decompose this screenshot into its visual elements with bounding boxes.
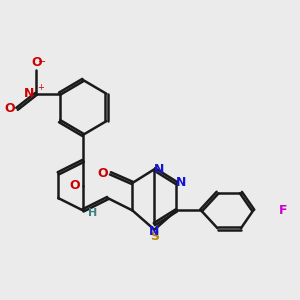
Text: N: N	[23, 87, 34, 100]
Text: N: N	[149, 225, 160, 239]
Text: S: S	[150, 230, 159, 243]
Text: N: N	[176, 176, 187, 190]
Text: O: O	[97, 167, 107, 180]
Text: F: F	[279, 204, 288, 217]
Text: O: O	[69, 179, 80, 192]
Text: −: −	[38, 57, 46, 67]
Text: O: O	[31, 56, 42, 69]
Text: H: H	[88, 208, 97, 218]
Text: +: +	[37, 83, 44, 92]
Text: O: O	[4, 102, 15, 115]
Text: N: N	[154, 163, 164, 176]
